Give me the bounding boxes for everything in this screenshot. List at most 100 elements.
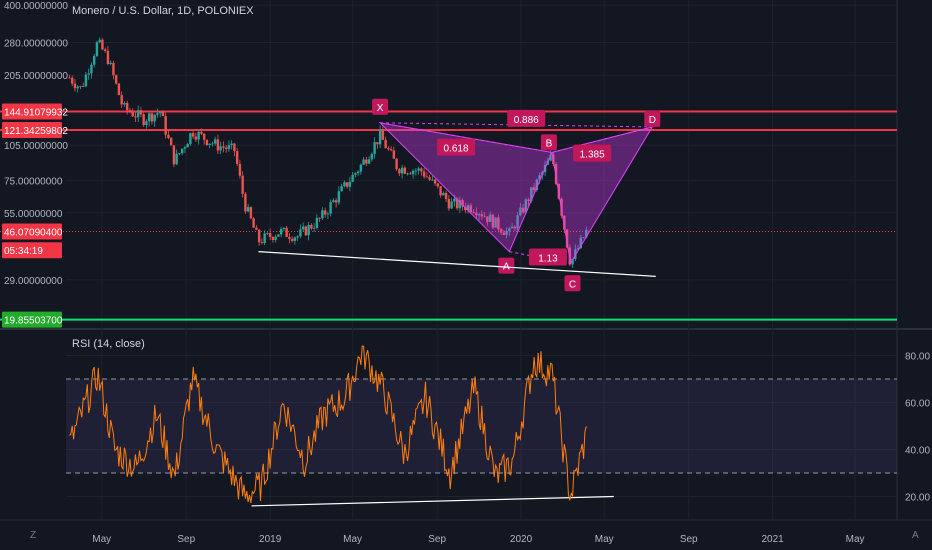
candle-body <box>400 167 404 174</box>
candle-body <box>73 83 77 89</box>
candle-body <box>370 153 374 160</box>
price-tick-label: 105.00000000 <box>4 141 68 152</box>
pattern-ratio-box <box>437 138 476 156</box>
candle-body <box>340 186 343 192</box>
candle-body <box>271 236 275 241</box>
candle-body <box>508 228 511 232</box>
candle-body <box>70 77 74 84</box>
candle-body <box>422 171 426 177</box>
candle-body <box>576 248 580 250</box>
candle-body <box>491 214 495 228</box>
candle-body <box>345 182 349 187</box>
candle-body <box>117 83 121 96</box>
candle-body <box>112 62 115 76</box>
candle-body <box>153 114 156 122</box>
candle-body <box>428 177 431 180</box>
candle-body <box>213 139 217 144</box>
candle-body <box>189 133 192 144</box>
candle-body <box>466 205 470 211</box>
candle-body <box>444 193 448 200</box>
candle-body <box>147 113 151 122</box>
candle-body <box>420 168 423 172</box>
candle-body <box>516 215 519 229</box>
candle-body <box>136 110 140 118</box>
candle-body <box>244 193 247 212</box>
candle-body <box>373 142 376 154</box>
pattern-triangle-xab <box>378 122 553 253</box>
candle-body <box>290 238 294 241</box>
auto-scale-icon[interactable]: A <box>912 530 919 541</box>
pattern-point-box <box>644 110 661 127</box>
candle-body <box>365 159 368 164</box>
pattern-point-label: X <box>377 103 384 114</box>
candle-body <box>211 143 214 145</box>
price-badge <box>2 311 62 328</box>
candle-body <box>268 233 272 237</box>
candle-body <box>260 242 264 244</box>
pattern-ratio-line <box>380 122 553 153</box>
candle-body <box>255 227 258 230</box>
candle-body <box>68 77 71 79</box>
timezone-icon[interactable]: Z <box>30 530 37 541</box>
candle-body <box>315 217 319 228</box>
candle-body <box>235 151 239 164</box>
pattern-ratio-box <box>507 109 546 127</box>
candle-body <box>332 200 335 203</box>
candlestick-series <box>68 37 588 268</box>
candle-body <box>128 110 132 113</box>
candle-body <box>519 207 522 216</box>
candle-body <box>285 227 288 237</box>
candle-body <box>142 114 145 126</box>
candle-body <box>301 226 305 230</box>
pattern-ratio-line <box>551 126 653 153</box>
candle-body <box>461 200 464 207</box>
candle-body <box>475 212 478 216</box>
candle-body <box>436 183 440 187</box>
candle-body <box>354 173 357 175</box>
candle-body <box>299 229 302 237</box>
candle-body <box>409 173 412 175</box>
trendlines[interactable] <box>251 251 656 507</box>
candle-body <box>458 200 462 209</box>
candle-body <box>266 233 269 234</box>
candle-body <box>442 193 445 196</box>
candle-body <box>455 198 459 209</box>
candle-body <box>233 143 236 152</box>
grid-lines <box>0 0 932 521</box>
chart-title: Monero / U.S. Dollar, 1D, POLONIEX <box>72 5 254 17</box>
candle-body <box>480 214 484 217</box>
candle-body <box>362 159 365 165</box>
candle-body <box>158 111 162 114</box>
price-trendline <box>258 251 656 277</box>
candle-body <box>502 232 506 235</box>
price-badge-label: 121.34259802 <box>4 126 68 137</box>
candle-body <box>222 146 225 148</box>
rsi-series <box>69 345 587 504</box>
candle-body <box>175 153 178 165</box>
candle-body <box>499 229 503 233</box>
price-badge <box>2 122 62 139</box>
candle-body <box>505 231 508 235</box>
time-tick-label: May <box>343 534 362 545</box>
candle-body <box>414 170 418 172</box>
candle-body <box>359 164 363 172</box>
rsi-tick-label: 20.00 <box>905 493 930 504</box>
candle-body <box>538 175 541 180</box>
candle-body <box>238 163 242 176</box>
candle-body <box>582 237 585 239</box>
time-tick-label: 2019 <box>259 534 282 545</box>
candle-body <box>81 86 85 87</box>
candle-body <box>486 216 489 222</box>
candle-body <box>293 237 297 241</box>
candle-body <box>527 199 530 202</box>
pattern-ratio-label: 1.385 <box>580 150 605 161</box>
rsi-tick-label: 40.00 <box>905 446 930 457</box>
candle-body <box>79 86 82 87</box>
candle-body <box>164 116 167 135</box>
candle-body <box>167 134 170 138</box>
candle-body <box>101 39 104 50</box>
candle-body <box>252 218 255 228</box>
